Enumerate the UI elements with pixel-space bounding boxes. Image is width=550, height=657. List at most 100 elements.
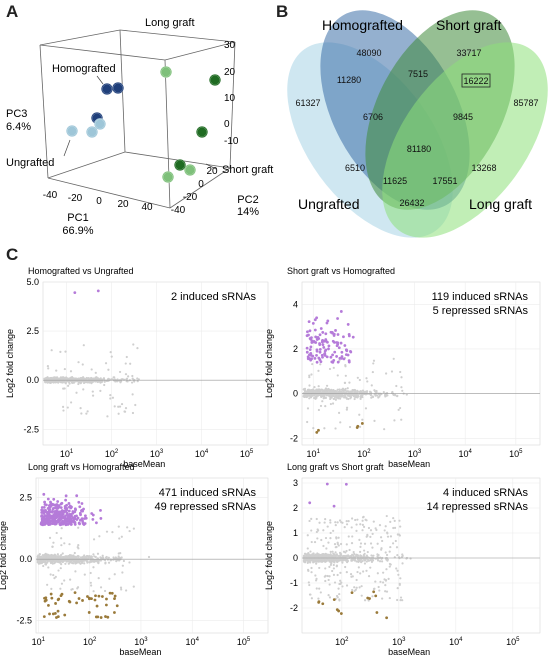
bulk-point [339, 397, 342, 400]
bulk-point [63, 556, 66, 559]
bulk-point [340, 390, 343, 394]
bulk-point [67, 384, 70, 387]
bulk-point [119, 552, 122, 555]
bulk-point [363, 562, 367, 565]
bulk-point [399, 577, 402, 580]
induced-point [96, 289, 100, 293]
repressed-point [317, 600, 321, 603]
induced-point [315, 353, 318, 357]
bulk-point [397, 573, 400, 576]
pca-point-outline [86, 126, 98, 138]
bulk-point [111, 396, 115, 399]
bulk-point [322, 529, 325, 532]
repressed-point [113, 611, 116, 614]
bulk-point [318, 587, 321, 590]
induced-point [322, 345, 326, 349]
label-long-graft: Long graft [145, 17, 195, 29]
bulk-point [67, 559, 71, 562]
induced-point [306, 357, 310, 361]
bulk-point [324, 567, 327, 570]
bulk-point [356, 556, 360, 559]
induced-point [54, 515, 57, 519]
induced-point [64, 498, 68, 502]
bulk-point [329, 563, 333, 567]
repressed-point [385, 616, 389, 620]
induced-point [309, 357, 313, 361]
induced-point [336, 317, 339, 320]
bulk-point [85, 377, 88, 380]
bulk-point [117, 559, 120, 562]
bulk-point [334, 551, 337, 554]
bulk-point [338, 592, 341, 596]
induced-point [327, 347, 330, 351]
induced-point [44, 518, 48, 521]
induced-point [69, 519, 73, 522]
pca-point-outline [101, 83, 113, 95]
bulk-point [362, 570, 365, 573]
bulk-point [51, 562, 54, 565]
bulk-point [365, 535, 368, 538]
induced-point [78, 522, 81, 526]
bulk-point [383, 393, 387, 397]
bulk-point [339, 395, 342, 398]
induced-point [40, 508, 44, 512]
bulk-point [364, 407, 368, 410]
bulk-point [47, 566, 50, 569]
induced-point [335, 355, 338, 358]
induced-point [73, 510, 77, 514]
repressed-point [43, 599, 47, 603]
bulk-point [358, 586, 361, 589]
annotation-text: 2 induced sRNAs [171, 291, 256, 303]
bulk-point [370, 560, 374, 563]
bulk-point [336, 374, 339, 377]
bulk-point [47, 559, 50, 562]
bulk-point [61, 560, 65, 563]
bulk-point [343, 381, 347, 384]
bulk-point [101, 554, 104, 557]
repressed-point [360, 422, 364, 425]
pc1-tick-label: 0 [96, 196, 102, 207]
pca-point-outline [184, 164, 196, 176]
bulk-point [346, 387, 349, 390]
bulk-point [353, 589, 356, 592]
bulk-point [350, 542, 354, 545]
bulk-point [305, 553, 308, 556]
bulk-point [379, 556, 382, 559]
bulk-point [343, 526, 346, 529]
bulk-point [353, 397, 356, 401]
bulk-point [121, 571, 124, 574]
bulk-point [122, 378, 126, 381]
bulk-point [51, 560, 54, 563]
bulk-point [124, 373, 128, 376]
bulk-point [365, 554, 368, 557]
bulk-point [117, 525, 120, 528]
bulk-point [368, 390, 372, 393]
induced-point [49, 501, 53, 505]
bulk-point [69, 578, 72, 581]
bulk-point [356, 570, 359, 574]
bulk-point [314, 397, 317, 400]
pc2-tick-label: 0 [198, 179, 204, 190]
bulk-point [333, 543, 337, 546]
induced-point [52, 497, 56, 501]
bulk-point [382, 571, 385, 574]
induced-point [331, 353, 334, 357]
induced-point [318, 347, 322, 351]
y-tick-label: 2 [293, 344, 298, 354]
repressed-point [87, 611, 91, 614]
bulk-point [99, 559, 102, 562]
induced-point [59, 522, 63, 526]
bulk-point [393, 419, 396, 422]
bulk-point [110, 355, 113, 358]
bulk-point [385, 568, 388, 571]
bulk-point [60, 544, 63, 547]
bulk-point [85, 381, 88, 384]
bulk-point [320, 538, 323, 542]
bulk-point [351, 393, 354, 396]
bulk-point [127, 375, 130, 378]
induced-point [64, 494, 68, 498]
induced-point [56, 500, 60, 503]
bulk-point [358, 392, 361, 395]
repressed-point [335, 608, 339, 612]
bulk-point [309, 396, 313, 399]
